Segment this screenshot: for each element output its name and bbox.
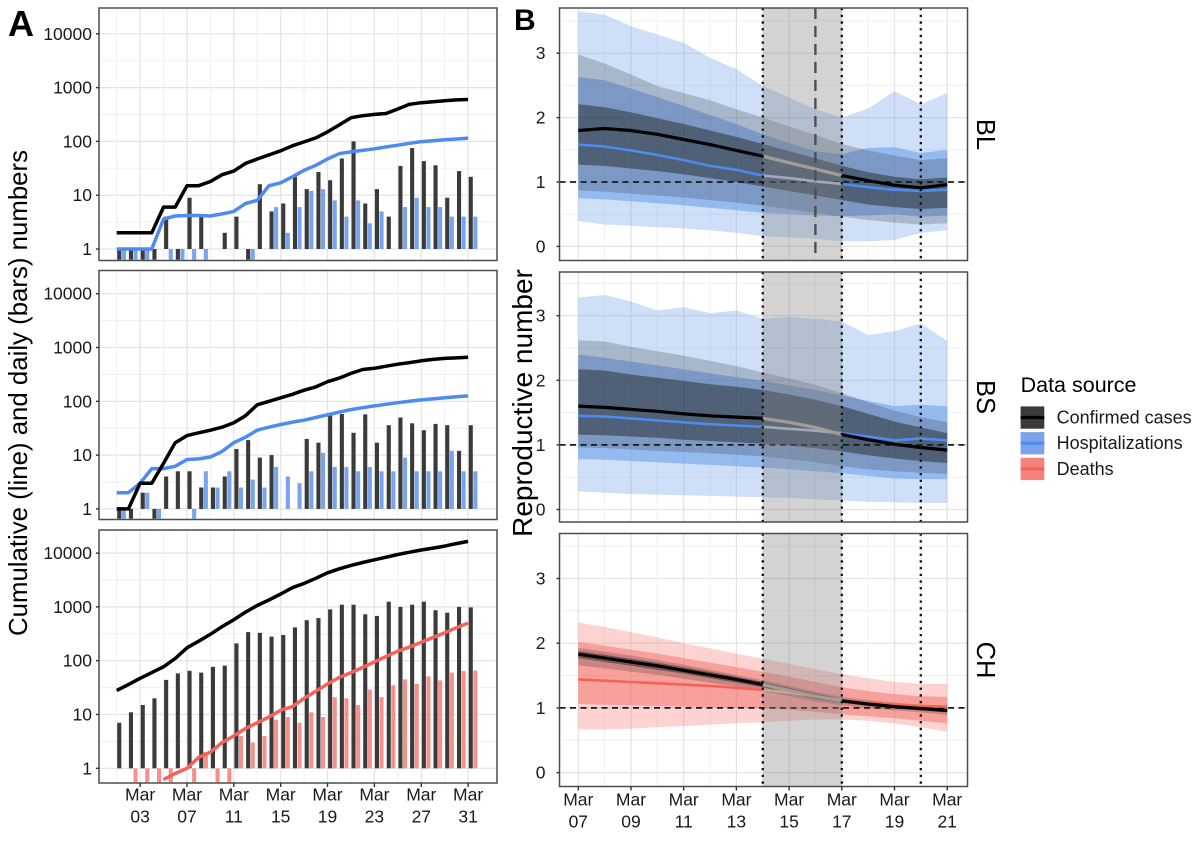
svg-text:Mar: Mar <box>932 790 962 810</box>
svg-text:2: 2 <box>536 370 546 390</box>
svg-text:10: 10 <box>73 705 93 725</box>
svg-text:09: 09 <box>621 812 640 832</box>
svg-text:15: 15 <box>779 812 798 832</box>
svg-text:23: 23 <box>365 807 384 827</box>
svg-text:CH: CH <box>971 642 999 679</box>
svg-text:Mar: Mar <box>172 785 202 805</box>
svg-text:B: B <box>514 4 536 37</box>
svg-text:3: 3 <box>536 43 546 63</box>
svg-text:1000: 1000 <box>53 597 92 617</box>
svg-text:10000: 10000 <box>43 24 92 44</box>
svg-text:31: 31 <box>458 807 477 827</box>
svg-text:1: 1 <box>536 172 546 192</box>
svg-text:Mar: Mar <box>774 790 804 810</box>
svg-text:03: 03 <box>130 807 149 827</box>
svg-text:Data source: Data source <box>1021 373 1137 397</box>
svg-text:Cumulative (line) and daily (b: Cumulative (line) and daily (bars) numbe… <box>5 150 33 636</box>
svg-text:Mar: Mar <box>359 785 389 805</box>
svg-text:0: 0 <box>536 500 546 520</box>
svg-text:Confirmed cases: Confirmed cases <box>1057 407 1192 427</box>
svg-text:10000: 10000 <box>43 543 92 563</box>
svg-text:19: 19 <box>885 812 904 832</box>
svg-text:0: 0 <box>536 236 546 256</box>
svg-text:1: 1 <box>82 239 92 259</box>
svg-text:07: 07 <box>177 807 196 827</box>
svg-text:100: 100 <box>63 391 92 411</box>
svg-text:15: 15 <box>271 807 290 827</box>
svg-text:A: A <box>8 3 34 44</box>
svg-text:1: 1 <box>536 698 546 718</box>
svg-text:Mar: Mar <box>563 790 593 810</box>
svg-text:Reproductive number: Reproductive number <box>507 269 538 537</box>
svg-text:1: 1 <box>536 435 546 455</box>
svg-text:3: 3 <box>536 569 546 589</box>
svg-text:Mar: Mar <box>406 785 436 805</box>
svg-text:1: 1 <box>82 499 92 519</box>
svg-text:BL: BL <box>971 119 999 150</box>
svg-text:Mar: Mar <box>453 785 483 805</box>
svg-text:2: 2 <box>536 108 546 128</box>
svg-text:10000: 10000 <box>43 284 92 304</box>
svg-text:10: 10 <box>73 445 93 465</box>
svg-text:Mar: Mar <box>266 785 296 805</box>
svg-text:1000: 1000 <box>53 338 92 358</box>
svg-text:11: 11 <box>225 807 243 827</box>
svg-text:0: 0 <box>536 763 546 783</box>
svg-text:1: 1 <box>82 758 92 778</box>
svg-text:27: 27 <box>412 807 431 827</box>
svg-text:19: 19 <box>318 807 337 827</box>
svg-text:100: 100 <box>63 131 92 151</box>
svg-text:100: 100 <box>63 651 92 671</box>
svg-text:Mar: Mar <box>616 790 646 810</box>
svg-text:Mar: Mar <box>125 785 155 805</box>
svg-text:3: 3 <box>536 306 546 326</box>
svg-text:Mar: Mar <box>219 785 249 805</box>
svg-text:1000: 1000 <box>53 78 92 98</box>
svg-text:10: 10 <box>73 185 93 205</box>
svg-text:BS: BS <box>971 380 999 414</box>
svg-text:Mar: Mar <box>669 790 699 810</box>
svg-text:Mar: Mar <box>827 790 857 810</box>
svg-text:11: 11 <box>675 812 693 832</box>
svg-text:Deaths: Deaths <box>1057 459 1114 479</box>
svg-text:Mar: Mar <box>312 785 342 805</box>
svg-text:13: 13 <box>727 812 746 832</box>
svg-text:2: 2 <box>536 633 546 653</box>
svg-text:07: 07 <box>569 812 588 832</box>
svg-text:17: 17 <box>832 812 851 832</box>
svg-text:Mar: Mar <box>879 790 909 810</box>
svg-text:Mar: Mar <box>721 790 751 810</box>
svg-text:21: 21 <box>937 812 956 832</box>
svg-text:Hospitalizations: Hospitalizations <box>1057 433 1183 453</box>
